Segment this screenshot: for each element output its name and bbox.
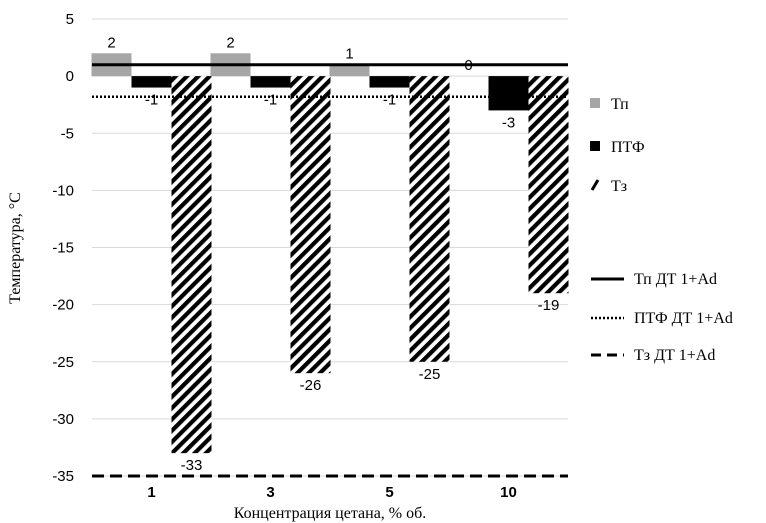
y-tick-label: -20 <box>52 297 74 314</box>
legend-swatch <box>590 141 600 151</box>
bar-Тз <box>528 76 569 294</box>
category-label: 3 <box>266 484 274 501</box>
data-label: 2 <box>226 34 234 51</box>
legend-label: Тп <box>611 96 629 113</box>
bar-Тз <box>290 76 331 374</box>
y-tick-label: -15 <box>52 240 74 257</box>
bar-ПТФ <box>488 76 529 111</box>
y-tick-label: -10 <box>52 182 74 199</box>
legend-label: ПТФ ДТ 1+Ad <box>634 310 733 327</box>
category-label: 10 <box>500 484 517 501</box>
bars <box>91 53 569 454</box>
bar-ПТФ <box>369 76 410 88</box>
data-label: -25 <box>419 366 441 383</box>
data-label: -3 <box>502 114 515 131</box>
legend-label: Тз ДТ 1+Ad <box>634 347 715 364</box>
y-tick-labels: 5 0 -5 -10 -15 -20 -25 -30 -35 <box>52 11 74 485</box>
bar-ПТФ <box>131 76 172 88</box>
data-labels: 2 -1 -33 2 -1 -26 1 -1 -25 0 -3 -19 <box>107 34 559 474</box>
category-labels: 1 3 5 10 <box>147 484 517 501</box>
y-tick-label: -30 <box>52 411 74 428</box>
data-label: 1 <box>345 46 353 63</box>
legend-swatch-hatch <box>590 179 600 191</box>
data-label: -19 <box>538 297 560 314</box>
data-label: -1 <box>145 92 158 109</box>
y-tick-label: 5 <box>66 11 74 28</box>
legend: Тп ПТФ Тз Тп ДТ 1+Ad ПТФ ДТ 1+Ad Тз ДТ 1+Ad <box>590 96 733 364</box>
bar-Тп <box>329 64 370 77</box>
data-label: -1 <box>264 92 277 109</box>
legend-label: Тп ДТ 1+Ad <box>634 271 717 288</box>
x-axis-title: Концентрация цетана, % об. <box>234 505 427 522</box>
data-label: 0 <box>464 57 472 74</box>
data-label: -1 <box>383 92 396 109</box>
y-tick-label: -5 <box>61 125 74 142</box>
category-label: 5 <box>385 484 393 501</box>
bar-Тз <box>171 76 212 454</box>
bar-Тз <box>409 76 450 362</box>
y-tick-label: 0 <box>66 68 74 85</box>
legend-label: Тз <box>611 178 627 195</box>
y-tick-label: -25 <box>52 354 74 371</box>
legend-swatch <box>590 98 600 108</box>
y-axis-title: Температура, °С <box>7 192 24 304</box>
data-label: -26 <box>300 377 322 394</box>
reference-lines <box>92 63 568 478</box>
category-label: 1 <box>147 484 155 501</box>
legend-label: ПТФ <box>611 139 645 156</box>
y-tick-label: -35 <box>52 468 74 485</box>
bar-ПТФ <box>250 76 291 88</box>
data-label: -33 <box>181 457 203 474</box>
data-label: 2 <box>107 34 115 51</box>
